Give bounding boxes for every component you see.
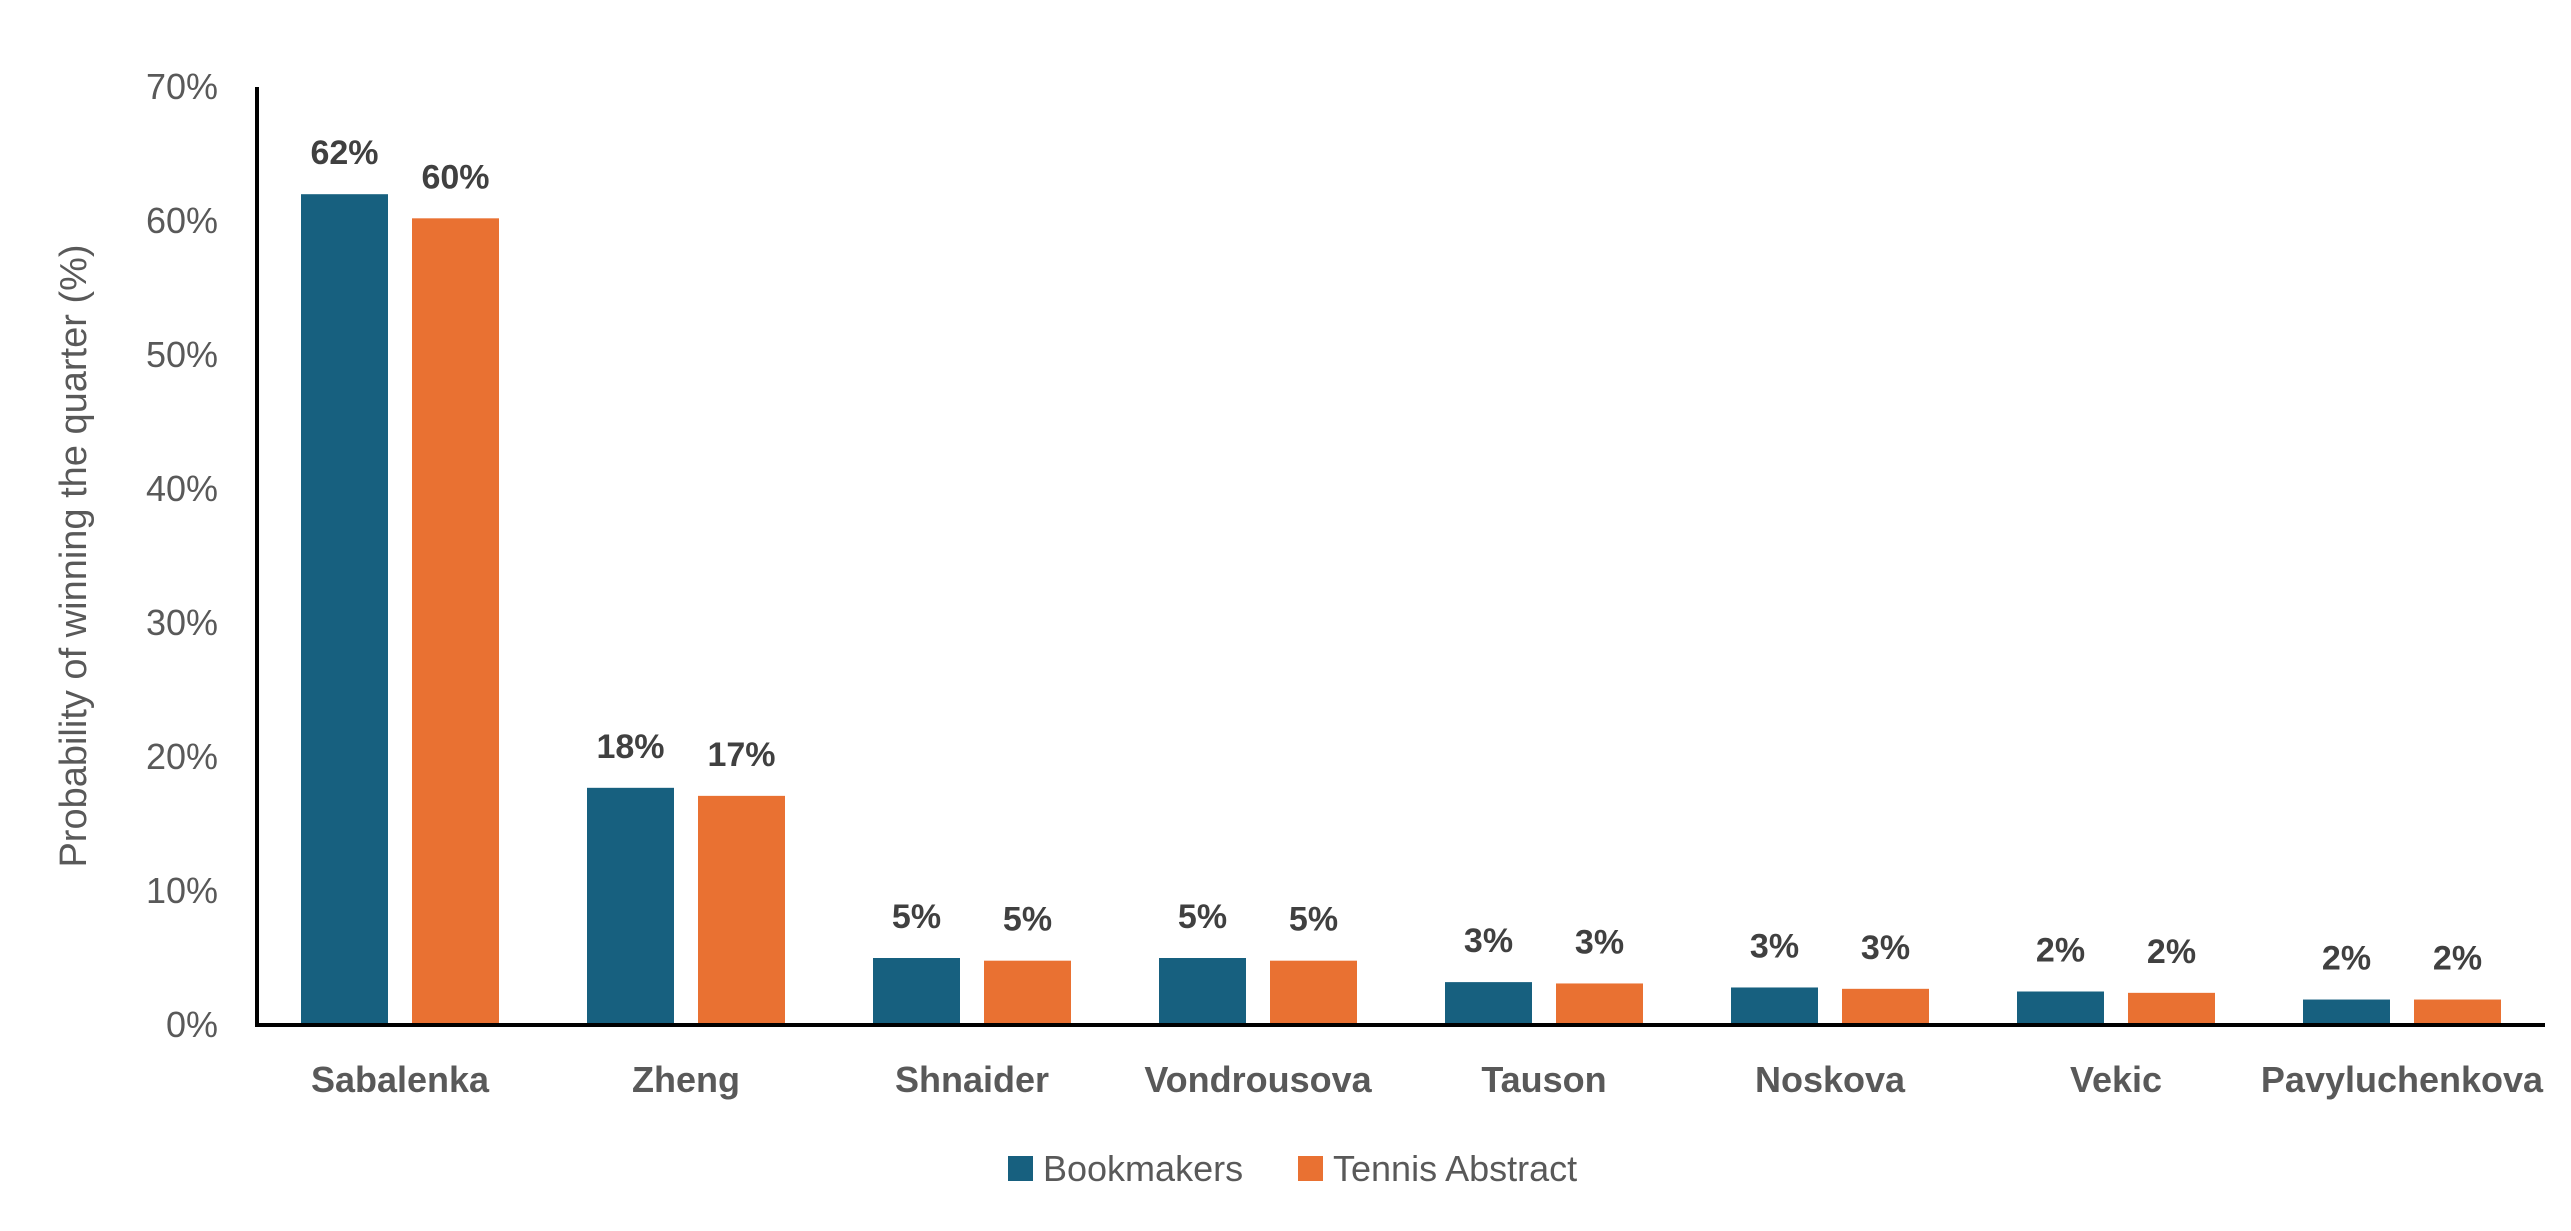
bars bbox=[301, 194, 2501, 1025]
y-axis-ticks: 0% 10% 20% 30% 40% 50% 60% 70% bbox=[146, 66, 218, 1045]
y-tick-label: 40% bbox=[146, 468, 218, 509]
bar-bookmakers-noskova bbox=[1731, 987, 1818, 1025]
category-label-vondrousova: Vondrousova bbox=[1144, 1059, 1372, 1100]
data-label: 2% bbox=[2036, 932, 2085, 970]
bar-tennis-abstract-zheng bbox=[698, 795, 785, 1025]
bar-tennis-abstract-sabalenka bbox=[412, 218, 499, 1025]
y-tick-label: 60% bbox=[146, 200, 218, 241]
bar-bookmakers-zheng bbox=[587, 787, 674, 1025]
y-tick-label: 70% bbox=[146, 66, 218, 107]
bar-tennis-abstract-vondrousova bbox=[1270, 960, 1357, 1025]
legend-item-tennis-abstract[interactable]: Tennis Abstract bbox=[1298, 1148, 1577, 1189]
category-label-noskova: Noskova bbox=[1755, 1059, 1906, 1100]
bar-bookmakers-vondrousova bbox=[1159, 958, 1246, 1025]
y-axis-title-group: Probability of winning the quarter (%) bbox=[53, 244, 95, 867]
bar-tennis-abstract-noskova bbox=[1842, 988, 1929, 1025]
legend-label-tennis-abstract: Tennis Abstract bbox=[1333, 1148, 1577, 1189]
data-label: 2% bbox=[2322, 940, 2371, 978]
bar-bookmakers-sabalenka bbox=[301, 194, 388, 1025]
category-label-tauson: Tauson bbox=[1481, 1059, 1606, 1100]
category-labels: Sabalenka Zheng Shnaider Vondrousova Tauson N… bbox=[311, 1059, 2544, 1100]
data-label: 62% bbox=[310, 134, 378, 172]
y-tick-label: 20% bbox=[146, 736, 218, 777]
bar-bookmakers-pavyluchenkova bbox=[2303, 999, 2390, 1025]
bar-tennis-abstract-shnaider bbox=[984, 960, 1071, 1025]
legend[interactable]: Bookmakers Tennis Abstract bbox=[1008, 1148, 1577, 1189]
data-label: 3% bbox=[1464, 922, 1513, 960]
data-label: 5% bbox=[1003, 901, 1052, 939]
legend-label-bookmakers: Bookmakers bbox=[1043, 1148, 1243, 1189]
y-tick-label: 10% bbox=[146, 870, 218, 911]
data-label: 5% bbox=[1178, 898, 1227, 936]
bar-bookmakers-shnaider bbox=[873, 958, 960, 1025]
y-tick-label: 50% bbox=[146, 334, 218, 375]
bar-tennis-abstract-vekic bbox=[2128, 992, 2215, 1025]
data-label: 18% bbox=[596, 728, 664, 766]
data-label: 3% bbox=[1575, 923, 1624, 961]
bar-tennis-abstract-tauson bbox=[1556, 983, 1643, 1025]
legend-swatch-bookmakers bbox=[1008, 1156, 1033, 1181]
data-label: 3% bbox=[1861, 929, 1910, 967]
bar-bookmakers-tauson bbox=[1445, 982, 1532, 1025]
data-label: 5% bbox=[892, 898, 941, 936]
data-label: 60% bbox=[421, 158, 489, 196]
y-tick-label: 30% bbox=[146, 602, 218, 643]
category-label-pavyluchenkova: Pavyluchenkova bbox=[2261, 1059, 2544, 1100]
category-label-zheng: Zheng bbox=[632, 1059, 740, 1100]
data-label: 2% bbox=[2433, 940, 2482, 978]
y-tick-label: 0% bbox=[166, 1004, 218, 1045]
data-label: 5% bbox=[1289, 901, 1338, 939]
axes bbox=[255, 87, 2545, 1027]
legend-item-bookmakers[interactable]: Bookmakers bbox=[1008, 1148, 1243, 1189]
legend-swatch-tennis-abstract bbox=[1298, 1156, 1323, 1181]
data-label: 2% bbox=[2147, 933, 2196, 971]
category-label-sabalenka: Sabalenka bbox=[311, 1059, 490, 1100]
data-labels: 62% 60% 18% 17% 5% 5% 5% 5% 3% 3% 3% 3% 2% 2% 2% 2% bbox=[310, 134, 2482, 977]
category-label-shnaider: Shnaider bbox=[895, 1059, 1049, 1100]
category-label-vekic: Vekic bbox=[2070, 1059, 2162, 1100]
data-label: 3% bbox=[1750, 927, 1799, 965]
bar-bookmakers-vekic bbox=[2017, 991, 2104, 1025]
y-axis-title: Probability of winning the quarter (%) bbox=[53, 244, 95, 867]
data-label: 17% bbox=[707, 736, 775, 774]
bar-tennis-abstract-pavyluchenkova bbox=[2414, 999, 2501, 1025]
